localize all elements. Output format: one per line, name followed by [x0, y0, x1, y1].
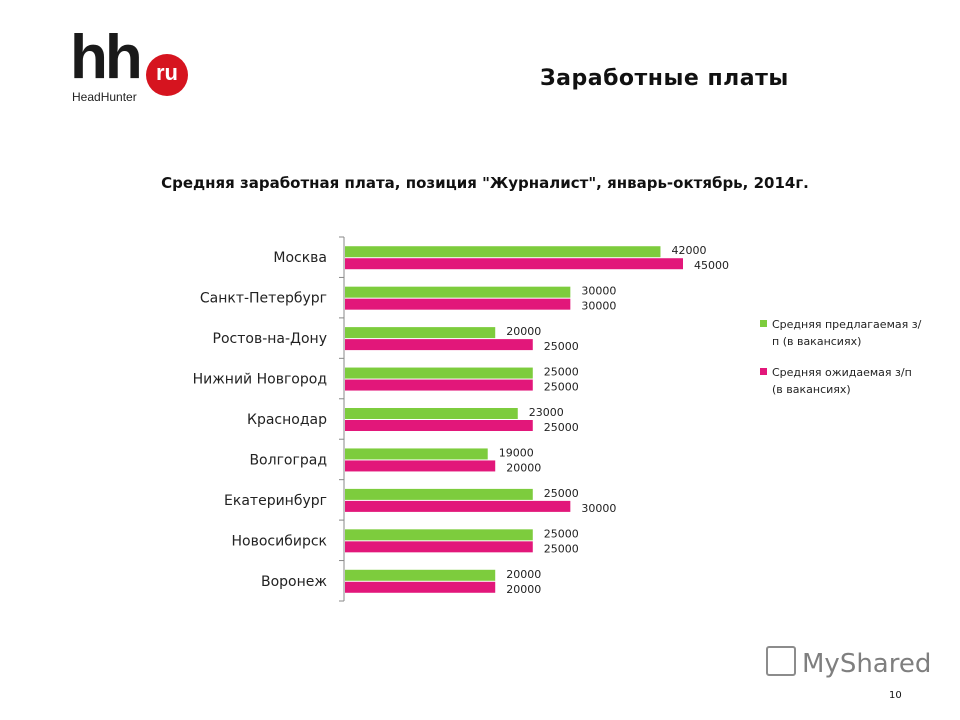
- bar-offered: [345, 286, 571, 298]
- data-label-offered: 30000: [581, 285, 616, 298]
- data-label-offered: 42000: [671, 244, 706, 257]
- data-label-expected: 30000: [581, 300, 616, 313]
- watermark-text: MyShared: [802, 649, 932, 679]
- data-label-expected: 25000: [544, 340, 579, 353]
- data-label-offered: 25000: [544, 366, 579, 379]
- slide-title: Заработные платы: [540, 66, 789, 91]
- data-label-offered: 23000: [529, 406, 564, 419]
- bar-expected: [345, 379, 533, 391]
- bar-expected: [345, 500, 571, 512]
- logo-hh: hh: [70, 23, 143, 92]
- category-label: Москва: [273, 250, 327, 266]
- page-number: 10: [889, 690, 902, 701]
- data-label-expected: 25000: [544, 542, 579, 555]
- data-label-expected: 25000: [544, 381, 579, 394]
- bar-expected: [345, 420, 533, 431]
- category-label: Санкт-Петербург: [200, 291, 327, 307]
- data-label-offered: 20000: [506, 325, 541, 338]
- category-label: Екатеринбург: [224, 493, 327, 509]
- data-label-offered: 20000: [506, 568, 541, 581]
- presentation-icon: [766, 646, 796, 676]
- bar-offered: [345, 327, 496, 339]
- category-label: Ростов-на-Дону: [213, 331, 327, 347]
- data-label-expected: 20000: [506, 583, 541, 596]
- bar-offered: [345, 246, 661, 258]
- data-label-expected: 45000: [694, 259, 729, 272]
- data-label-offered: 25000: [544, 487, 579, 500]
- bar-expected: [345, 541, 533, 553]
- bar-expected: [345, 460, 496, 472]
- bar-offered: [345, 367, 533, 379]
- category-label: Волгоград: [249, 452, 327, 468]
- legend-swatch-green: [760, 320, 767, 327]
- bar-offered: [345, 408, 518, 419]
- headhunter-logo: hh ru HeadHunter: [70, 23, 195, 106]
- data-label-expected: 25000: [544, 421, 579, 434]
- data-label-offered: 19000: [499, 446, 534, 459]
- legend-item-expected: Средняя ожидаемая з/п (в вакансиях): [760, 364, 922, 398]
- data-label-offered: 25000: [544, 527, 579, 540]
- data-label-expected: 30000: [581, 502, 616, 515]
- bar-offered: [345, 448, 488, 460]
- legend-item-offered: Средняя предлагаемая з/п (в вакансиях): [760, 316, 922, 350]
- category-label: Краснодар: [247, 412, 327, 428]
- bar-expected: [345, 581, 496, 593]
- logo-subtitle: HeadHunter: [72, 90, 137, 104]
- legend-label: Средняя ожидаемая з/п (в вакансиях): [772, 366, 912, 396]
- bar-offered: [345, 569, 496, 581]
- legend: Средняя предлагаемая з/п (в вакансиях) С…: [760, 316, 922, 412]
- category-label: Воронеж: [261, 574, 327, 590]
- bar-expected: [345, 258, 683, 270]
- logo-ru-badge: ru: [146, 54, 188, 96]
- bar-offered: [345, 529, 533, 541]
- legend-label: Средняя предлагаемая з/п (в вакансиях): [772, 318, 922, 348]
- legend-swatch-pink: [760, 368, 767, 375]
- category-label: Нижний Новгород: [193, 372, 327, 388]
- category-label: Новосибирск: [232, 533, 327, 549]
- bar-expected: [345, 298, 571, 310]
- bar-offered: [345, 488, 533, 500]
- bar-expected: [345, 339, 533, 351]
- data-label-expected: 20000: [506, 461, 541, 474]
- watermark: MyShared: [766, 646, 931, 679]
- chart-title: Средняя заработная плата, позиция "Журна…: [161, 174, 809, 192]
